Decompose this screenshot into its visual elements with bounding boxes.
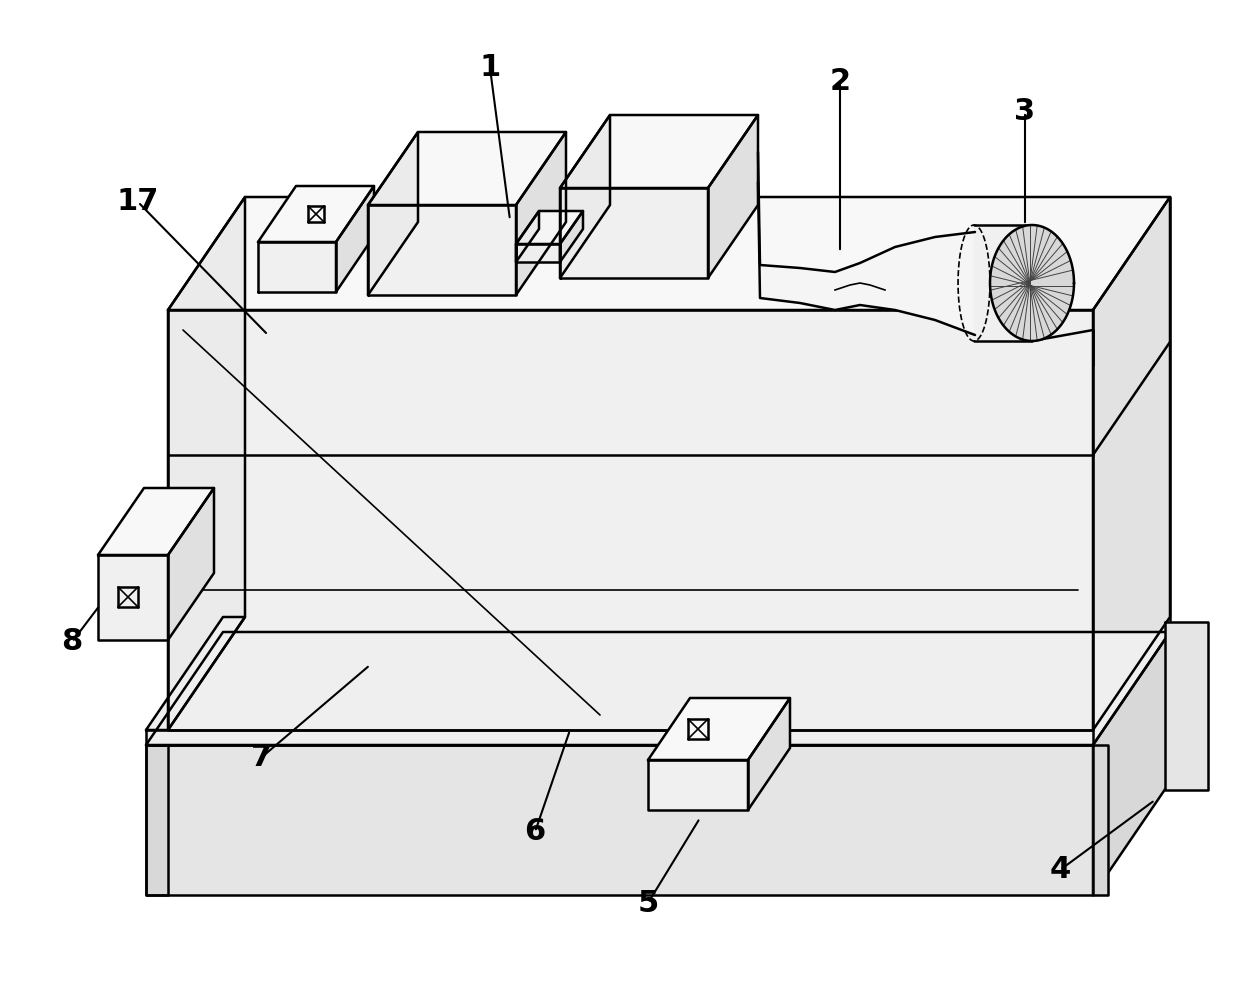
Polygon shape <box>748 698 790 810</box>
Polygon shape <box>336 186 374 292</box>
Polygon shape <box>560 115 610 278</box>
Polygon shape <box>560 115 758 188</box>
Polygon shape <box>1166 622 1208 790</box>
Polygon shape <box>98 488 215 555</box>
Polygon shape <box>146 745 1092 895</box>
Polygon shape <box>167 310 1092 730</box>
Polygon shape <box>258 242 336 292</box>
Polygon shape <box>146 730 1092 745</box>
Polygon shape <box>368 205 516 295</box>
Polygon shape <box>167 197 1171 310</box>
Polygon shape <box>368 132 418 295</box>
Text: 3: 3 <box>1014 98 1035 127</box>
Text: 2: 2 <box>830 67 851 97</box>
Text: 17: 17 <box>117 187 159 217</box>
Polygon shape <box>516 132 565 295</box>
Polygon shape <box>98 555 167 640</box>
Polygon shape <box>146 617 246 730</box>
Polygon shape <box>560 211 583 262</box>
Polygon shape <box>649 698 790 760</box>
Text: 8: 8 <box>61 627 83 657</box>
Polygon shape <box>649 760 748 810</box>
Polygon shape <box>708 115 758 278</box>
Polygon shape <box>1092 745 1109 895</box>
Polygon shape <box>146 745 167 895</box>
Polygon shape <box>516 244 560 262</box>
Polygon shape <box>973 225 1032 341</box>
Polygon shape <box>368 132 565 205</box>
Polygon shape <box>146 632 1171 745</box>
Polygon shape <box>990 225 1074 341</box>
Text: 7: 7 <box>252 742 273 771</box>
Text: 4: 4 <box>1049 856 1070 884</box>
Polygon shape <box>167 488 215 640</box>
Text: 6: 6 <box>525 818 546 847</box>
Polygon shape <box>758 152 975 335</box>
Text: 5: 5 <box>637 888 658 917</box>
Polygon shape <box>516 211 539 262</box>
Text: 1: 1 <box>480 53 501 83</box>
Polygon shape <box>258 186 374 242</box>
Polygon shape <box>1092 632 1171 895</box>
Polygon shape <box>1092 197 1171 730</box>
Polygon shape <box>516 211 583 244</box>
Polygon shape <box>167 197 246 730</box>
Polygon shape <box>560 188 708 278</box>
